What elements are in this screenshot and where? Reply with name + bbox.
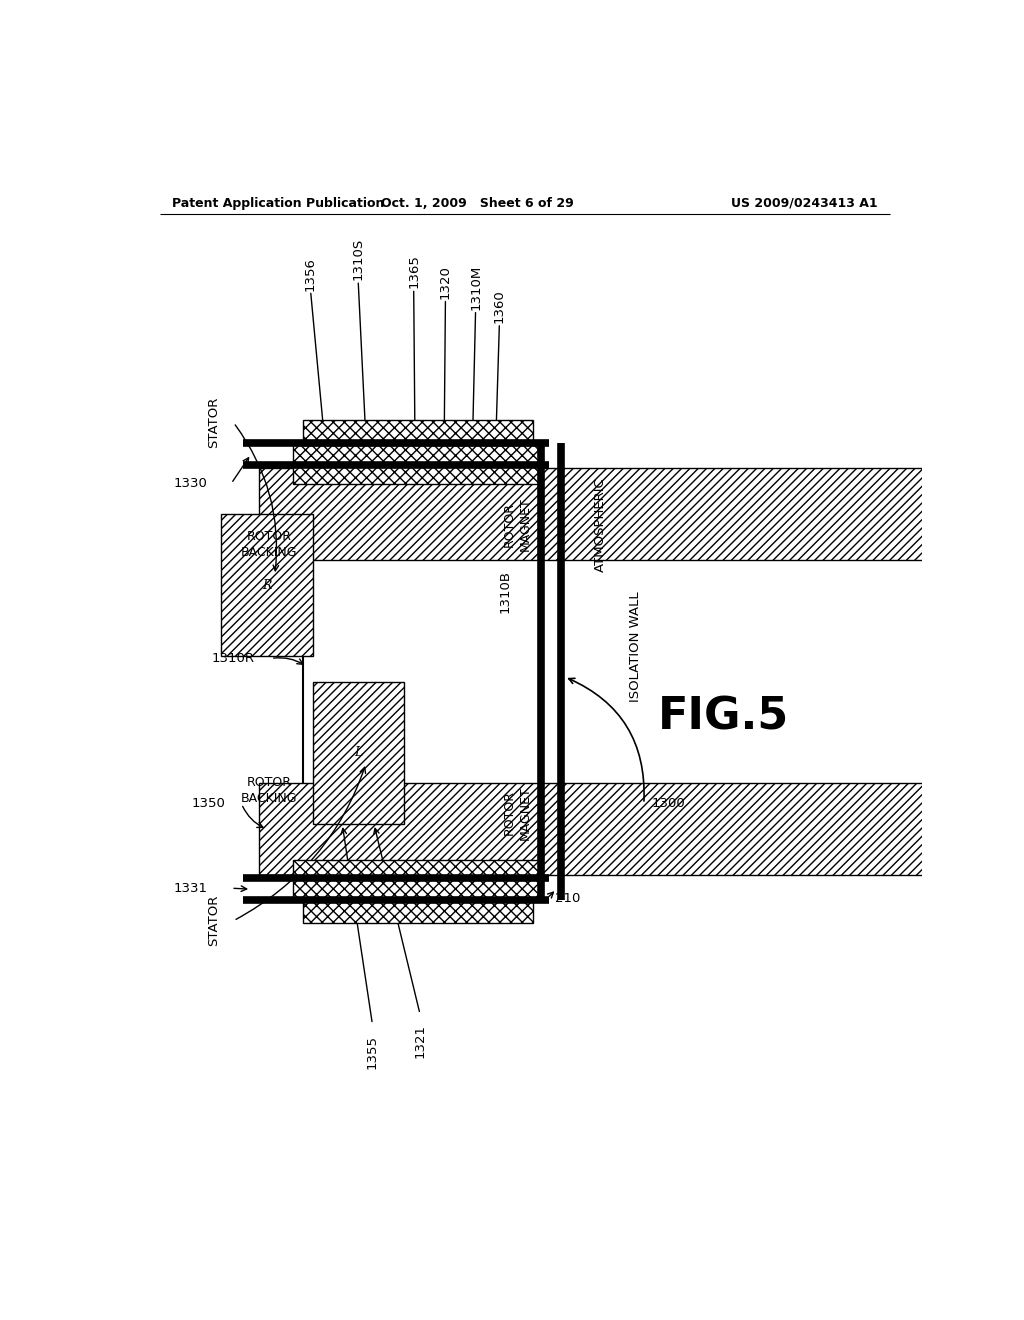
Text: 210: 210 (555, 892, 581, 904)
Text: 1330: 1330 (173, 477, 207, 490)
Text: 1310M: 1310M (469, 264, 482, 310)
Text: ROTOR
MAGNET: ROTOR MAGNET (503, 787, 531, 840)
Bar (303, 899, 532, 924)
Text: 1310S: 1310S (351, 238, 365, 280)
Text: Oct. 1, 2009   Sheet 6 of 29: Oct. 1, 2009 Sheet 6 of 29 (381, 197, 573, 210)
Text: 1310B: 1310B (499, 570, 511, 612)
Text: 1350: 1350 (191, 797, 225, 810)
Text: STATOR: STATOR (207, 397, 220, 449)
Text: ROTOR
MAGNET: ROTOR MAGNET (503, 498, 531, 552)
Bar (259, 784, 1024, 875)
Text: L: L (354, 747, 362, 759)
Bar (303, 420, 532, 445)
Bar (303, 483, 541, 545)
Bar (312, 682, 403, 824)
Text: 1321: 1321 (414, 1024, 427, 1059)
Bar (221, 515, 312, 656)
Bar (303, 799, 541, 859)
Text: FIG.5: FIG.5 (657, 696, 788, 739)
Text: R: R (262, 578, 271, 591)
Text: 1355: 1355 (366, 1035, 379, 1068)
Bar (293, 859, 543, 899)
Text: 1331: 1331 (173, 882, 207, 895)
Bar (259, 469, 1024, 560)
Text: 1310R: 1310R (212, 652, 255, 665)
Text: ROTOR
BACKING: ROTOR BACKING (241, 776, 298, 805)
Text: 1365: 1365 (408, 255, 420, 289)
Bar (293, 445, 543, 483)
Text: US 2009/0243413 A1: US 2009/0243413 A1 (731, 197, 878, 210)
Bar (303, 483, 541, 859)
Text: 1356: 1356 (304, 256, 317, 290)
Text: ATMOSPHERIC: ATMOSPHERIC (594, 477, 606, 572)
Text: 1300: 1300 (652, 797, 685, 810)
Text: Patent Application Publication: Patent Application Publication (172, 197, 384, 210)
Text: STATOR: STATOR (207, 895, 220, 946)
Text: ROTOR
BACKING: ROTOR BACKING (241, 531, 298, 560)
Text: ISOLATION WALL: ISOLATION WALL (630, 591, 642, 702)
Text: 1320: 1320 (439, 265, 452, 298)
Text: 1360: 1360 (493, 289, 506, 323)
